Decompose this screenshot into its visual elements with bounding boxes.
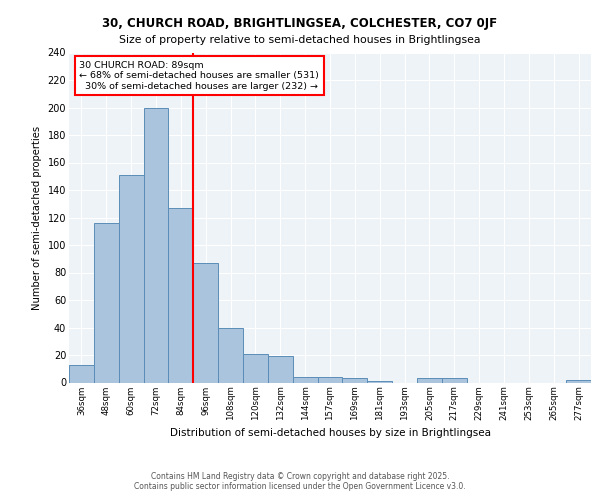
Text: 30 CHURCH ROAD: 89sqm
← 68% of semi-detached houses are smaller (531)
  30% of s: 30 CHURCH ROAD: 89sqm ← 68% of semi-deta…: [79, 60, 319, 90]
Text: 30, CHURCH ROAD, BRIGHTLINGSEA, COLCHESTER, CO7 0JF: 30, CHURCH ROAD, BRIGHTLINGSEA, COLCHEST…: [103, 18, 497, 30]
Bar: [566, 380, 591, 382]
Bar: [243, 354, 268, 382]
Bar: [119, 175, 143, 382]
Bar: [193, 263, 218, 382]
Bar: [317, 377, 343, 382]
Bar: [143, 108, 169, 382]
Bar: [69, 364, 94, 382]
Text: Contains HM Land Registry data © Crown copyright and database right 2025.
Contai: Contains HM Land Registry data © Crown c…: [134, 472, 466, 491]
Y-axis label: Number of semi-detached properties: Number of semi-detached properties: [32, 126, 42, 310]
Bar: [268, 356, 293, 382]
Bar: [367, 381, 392, 382]
Bar: [343, 378, 367, 382]
Text: Size of property relative to semi-detached houses in Brightlingsea: Size of property relative to semi-detach…: [119, 35, 481, 45]
Bar: [417, 378, 442, 382]
Bar: [94, 223, 119, 382]
X-axis label: Distribution of semi-detached houses by size in Brightlingsea: Distribution of semi-detached houses by …: [170, 428, 491, 438]
Bar: [218, 328, 243, 382]
Bar: [442, 378, 467, 382]
Bar: [169, 208, 193, 382]
Bar: [293, 377, 317, 382]
